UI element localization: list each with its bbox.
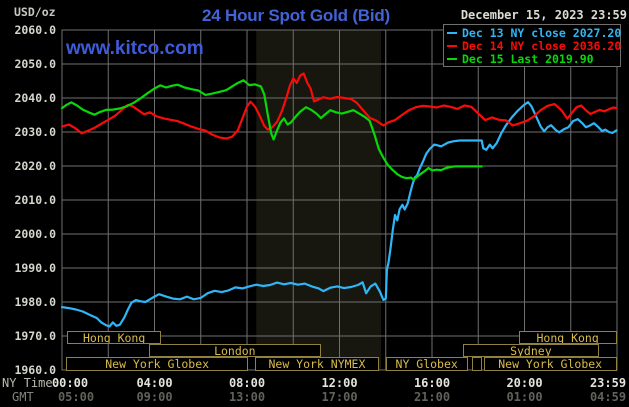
x-axis-row-label-gmt: GMT bbox=[12, 390, 34, 404]
y-tick-label: 2030.0 bbox=[14, 125, 56, 139]
y-tick-label: 2010.0 bbox=[14, 193, 56, 207]
session-label: London bbox=[214, 344, 256, 357]
chart-datetime: December 15, 2023 23:59 bbox=[460, 8, 627, 22]
legend-label: Dec 14 NY close 2036.20 bbox=[462, 38, 622, 53]
legend-label: Dec 13 NY close 2027.20 bbox=[462, 25, 622, 40]
session-label: Hong Kong bbox=[536, 331, 599, 344]
legend-entry: Dec 15 Last 2019.90 bbox=[447, 51, 620, 66]
chart-title: 24 Hour Spot Gold (Bid) bbox=[201, 6, 391, 25]
x-tick-label-gmt: 17:00 bbox=[321, 390, 358, 404]
y-tick-label: 2020.0 bbox=[14, 159, 56, 173]
session-box: Hong Kong bbox=[67, 331, 162, 344]
series-line-dec14 bbox=[60, 72, 618, 140]
session-box: London bbox=[149, 344, 321, 357]
x-tick-label-ny: 12:00 bbox=[321, 376, 358, 390]
x-tick-label-ny: 08:00 bbox=[228, 376, 266, 390]
y-tick-label: 2050.0 bbox=[14, 57, 56, 71]
x-tick-label-gmt: 21:00 bbox=[413, 390, 451, 404]
session-box bbox=[471, 357, 482, 371]
series-line-dec15 bbox=[60, 79, 483, 181]
y-tick-label: 1970.0 bbox=[14, 329, 56, 343]
y-tick-label: 2000.0 bbox=[14, 227, 56, 241]
legend-entry: Dec 14 NY close 2036.20 bbox=[447, 38, 622, 53]
legend-dash-icon bbox=[447, 57, 457, 60]
legend-entry: Dec 13 NY close 2027.20 bbox=[447, 25, 622, 40]
x-tick-label-ny: 23:59 bbox=[589, 376, 627, 390]
session-label: Hong Kong bbox=[82, 331, 146, 344]
x-axis-row-label-ny-time: NY Time bbox=[2, 376, 53, 390]
legend-label: Dec 15 Last 2019.90 bbox=[462, 51, 594, 66]
session-box: New York NYMEX bbox=[255, 357, 379, 371]
x-tick-label-ny: 00:00 bbox=[51, 376, 89, 390]
x-tick-label-gmt: 13:00 bbox=[228, 390, 266, 404]
session-box: NY Globex bbox=[385, 357, 468, 371]
session-label: Sydney bbox=[510, 344, 552, 357]
y-tick-label: 1960.0 bbox=[14, 363, 56, 377]
session-label: New York Globex bbox=[498, 357, 603, 371]
session-box: New York Globex bbox=[65, 357, 249, 371]
y-tick-label: 1990.0 bbox=[14, 261, 56, 275]
legend-dash-icon bbox=[447, 44, 457, 47]
session-label: New York NYMEX bbox=[268, 357, 366, 371]
y-tick-label: 2060.0 bbox=[14, 23, 56, 37]
x-tick-label-gmt: 01:00 bbox=[506, 390, 543, 404]
session-box: Sydney bbox=[462, 344, 599, 357]
session-box: New York Globex bbox=[483, 357, 617, 371]
series-line-dec13 bbox=[60, 100, 618, 328]
y-axis-units-label: USD/oz bbox=[14, 5, 56, 19]
x-tick-label-ny: 16:00 bbox=[413, 376, 451, 390]
x-tick-label-gmt: 09:00 bbox=[136, 390, 173, 404]
x-tick-label-ny: 20:00 bbox=[506, 376, 543, 390]
session-label: NY Globex bbox=[395, 357, 458, 371]
y-tick-label: 2040.0 bbox=[14, 91, 56, 105]
session-box: Hong Kong bbox=[518, 331, 617, 344]
x-tick-label-gmt: 05:00 bbox=[57, 390, 95, 404]
legend-dash-icon bbox=[447, 31, 457, 34]
x-tick-label-gmt: 04:59 bbox=[589, 390, 627, 404]
session-label: New York Globex bbox=[105, 357, 210, 371]
chart-legend: Dec 13 NY close 2027.20 Dec 14 NY close 2… bbox=[443, 24, 621, 67]
x-tick-label-ny: 04:00 bbox=[136, 376, 173, 390]
y-tick-label: 1980.0 bbox=[14, 295, 56, 309]
kitco-watermark: www.kitco.com bbox=[66, 38, 204, 59]
